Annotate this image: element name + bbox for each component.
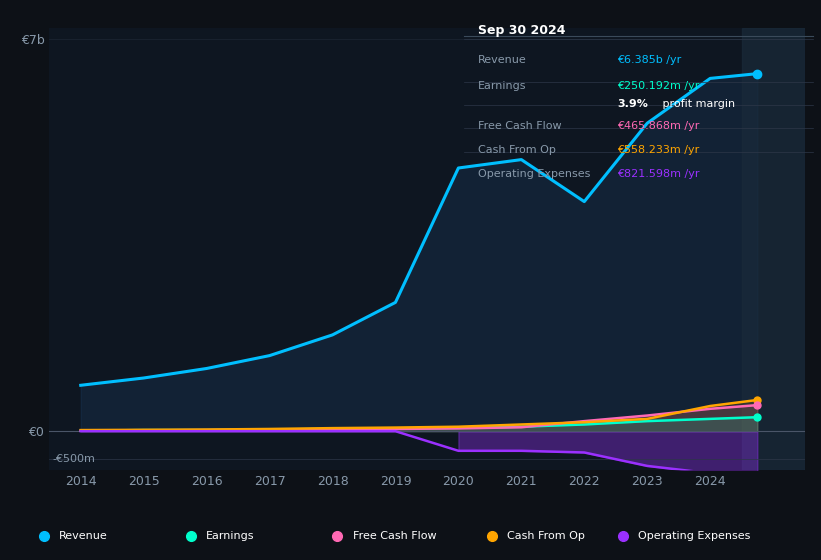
Text: Cash From Op: Cash From Op bbox=[478, 144, 556, 155]
Text: €6.385b /yr: €6.385b /yr bbox=[617, 55, 681, 65]
Text: Free Cash Flow: Free Cash Flow bbox=[478, 121, 562, 130]
Text: Operating Expenses: Operating Expenses bbox=[638, 531, 750, 541]
Text: €465.868m /yr: €465.868m /yr bbox=[617, 121, 699, 130]
Text: €558.233m /yr: €558.233m /yr bbox=[617, 144, 699, 155]
Text: Revenue: Revenue bbox=[59, 531, 108, 541]
Text: -€500m: -€500m bbox=[53, 454, 95, 464]
Text: Revenue: Revenue bbox=[478, 55, 526, 65]
Text: Sep 30 2024: Sep 30 2024 bbox=[478, 24, 566, 38]
Text: Earnings: Earnings bbox=[206, 531, 255, 541]
Text: Cash From Op: Cash From Op bbox=[507, 531, 585, 541]
Text: Free Cash Flow: Free Cash Flow bbox=[353, 531, 436, 541]
Bar bbox=[741, 28, 805, 470]
Text: 3.9%: 3.9% bbox=[617, 99, 649, 109]
Text: Earnings: Earnings bbox=[478, 81, 526, 91]
Text: profit margin: profit margin bbox=[659, 99, 736, 109]
Text: Operating Expenses: Operating Expenses bbox=[478, 169, 590, 179]
Text: €821.598m /yr: €821.598m /yr bbox=[617, 169, 699, 179]
Text: €250.192m /yr: €250.192m /yr bbox=[617, 81, 699, 91]
